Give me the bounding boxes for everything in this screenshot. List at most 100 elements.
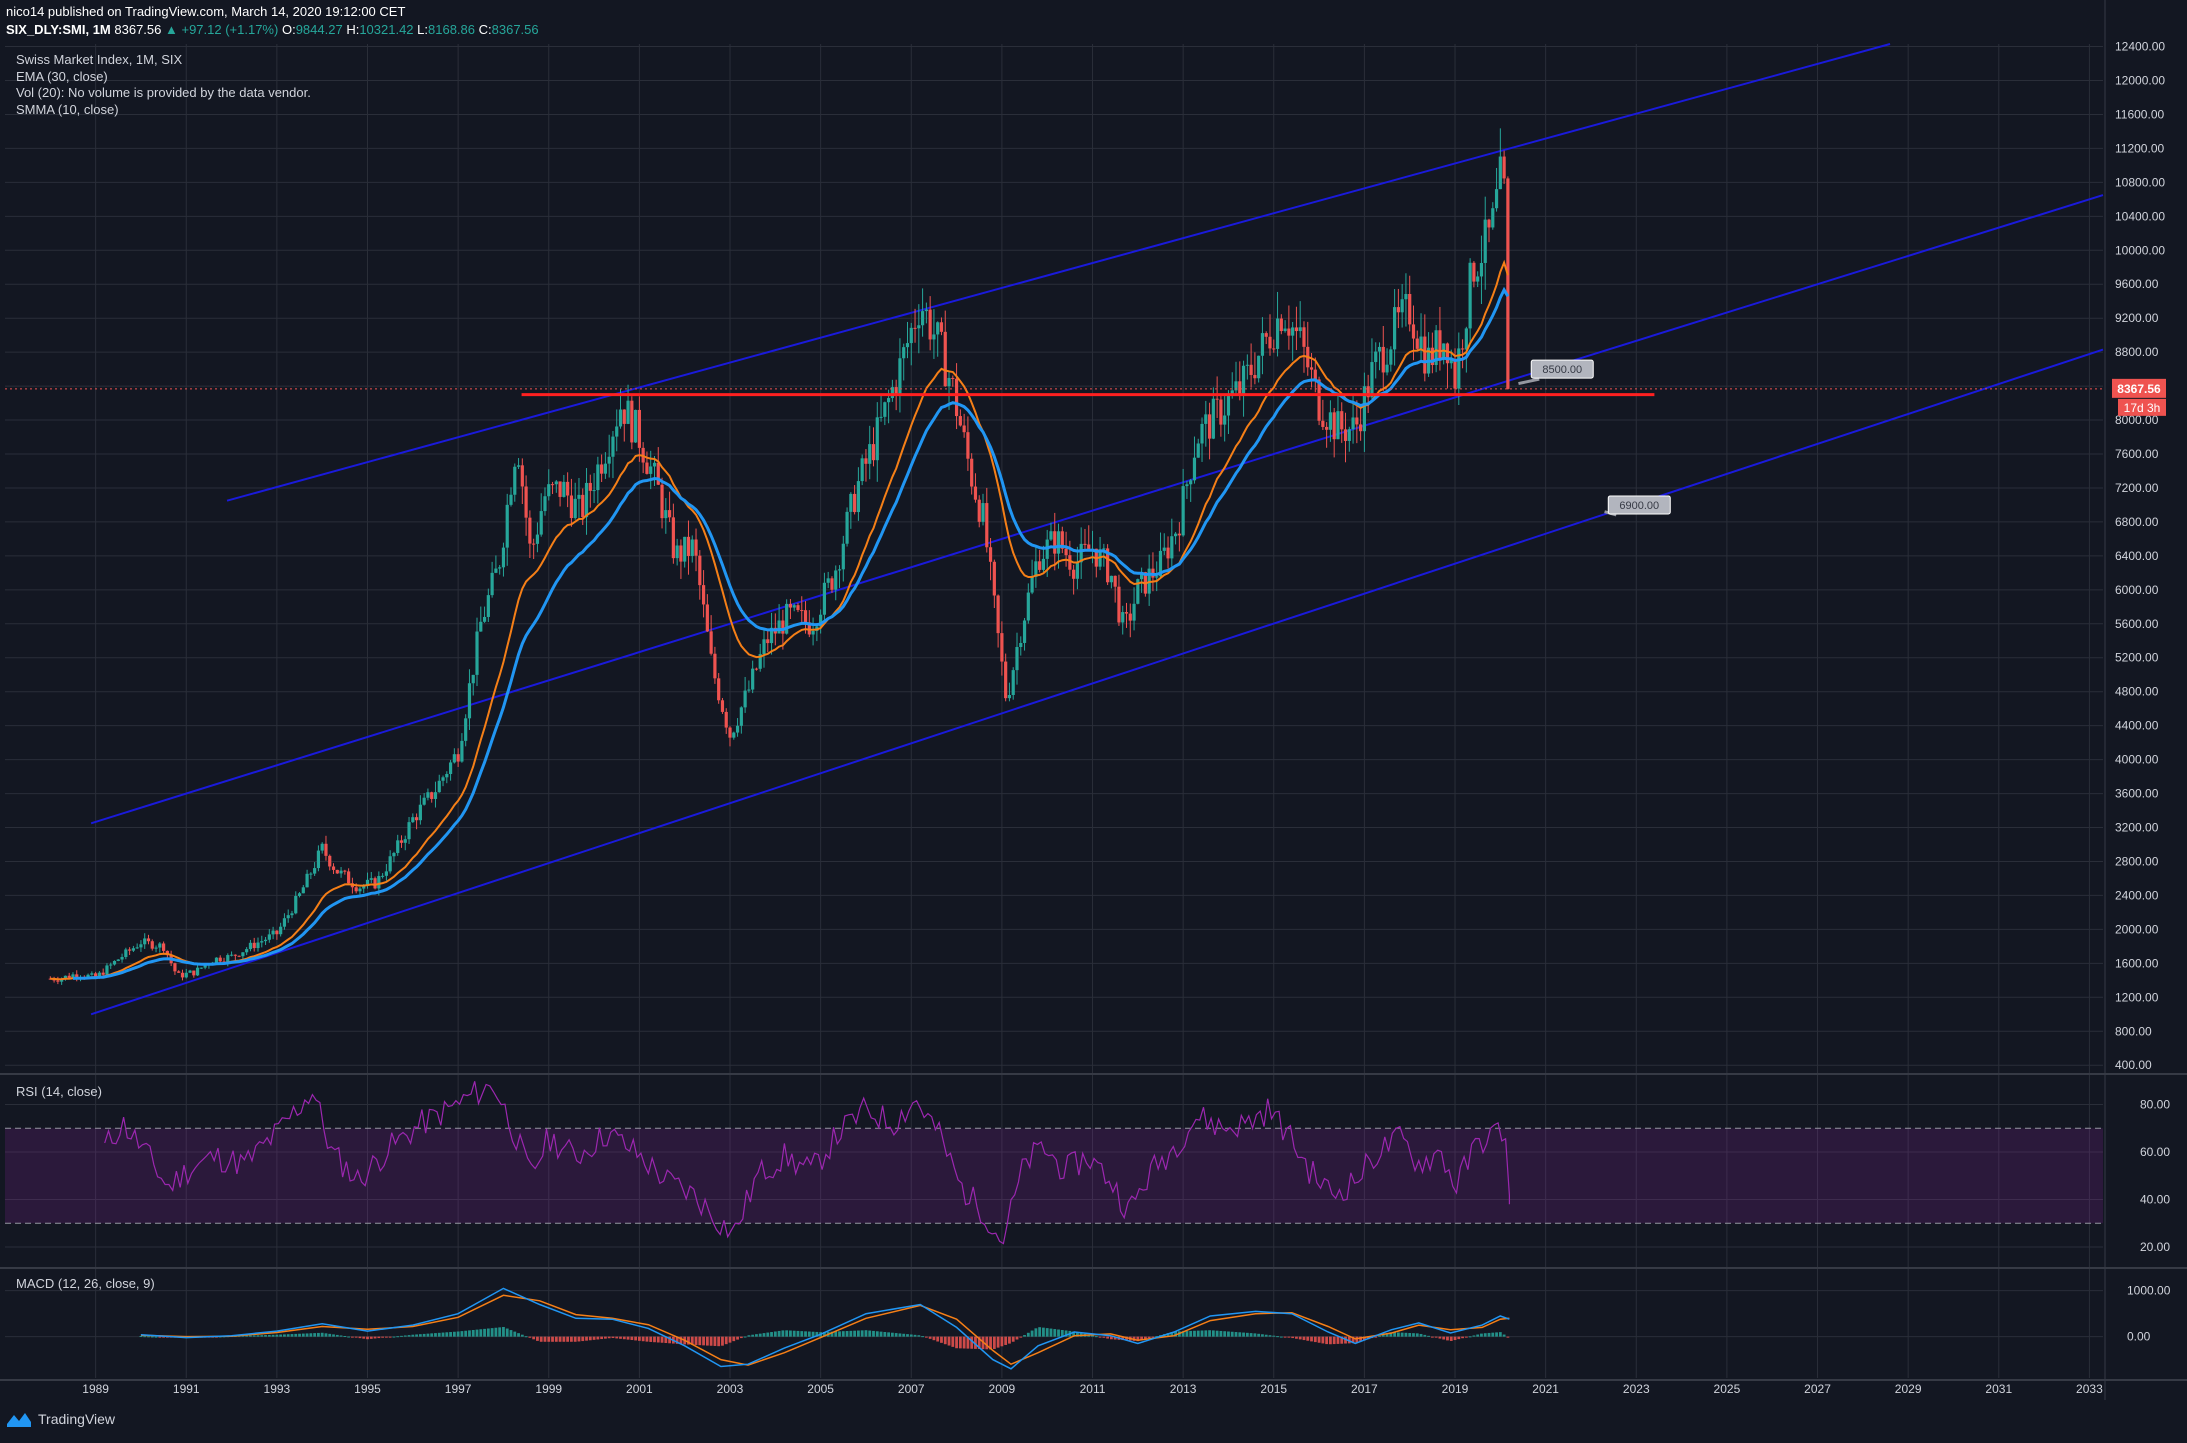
candle-body [97, 972, 102, 978]
macd-histogram-bar [1476, 1334, 1480, 1337]
legend-smma[interactable]: SMMA (10, close) [16, 101, 119, 117]
macd-histogram-bar [736, 1336, 739, 1340]
legend-title[interactable]: Swiss Market Index, 1M, SIX [16, 52, 183, 67]
macd-histogram-bar [1423, 1334, 1427, 1337]
macd-histogram-bar [328, 1333, 332, 1337]
macd-histogram-bar [1340, 1336, 1344, 1344]
candle-body [1309, 367, 1314, 370]
candle-body [1332, 412, 1336, 440]
macd-histogram-bar [509, 1330, 513, 1337]
candle-body [837, 569, 842, 571]
tradingview-brand[interactable]: TradingView [6, 1410, 115, 1428]
macd-histogram-bar [1064, 1330, 1068, 1337]
macd-histogram-bar [1193, 1330, 1196, 1337]
candle-body [871, 444, 876, 461]
candle-body [728, 727, 732, 738]
candle-body [558, 481, 562, 497]
rsi-title[interactable]: RSI (14, close) [16, 1084, 102, 1099]
macd-histogram-bar [743, 1336, 747, 1338]
macd-histogram-bar [241, 1335, 245, 1337]
candle-body [362, 885, 366, 889]
macd-histogram-bar [1415, 1333, 1419, 1337]
candle-body [777, 620, 781, 634]
price-axis-label: 3600.00 [2115, 787, 2159, 801]
macd-histogram-bar [162, 1336, 165, 1338]
candle-body [1253, 374, 1257, 379]
macd-histogram-bar [894, 1333, 898, 1337]
macd-histogram-bar [985, 1336, 989, 1350]
candle-body [513, 466, 517, 495]
channel-trend-line [90, 348, 2104, 1016]
candle-body [845, 511, 849, 544]
candle-body [1291, 327, 1295, 336]
candle-body [460, 740, 464, 762]
candle-body [192, 970, 196, 976]
rsi-line [104, 1081, 1510, 1245]
macd-histogram-bar [1302, 1336, 1306, 1341]
candle-body [939, 322, 944, 332]
macd-histogram-bar [1491, 1332, 1495, 1337]
macd-histogram-bar [483, 1328, 486, 1337]
low-value: 8168.86 [428, 22, 476, 37]
candle-body [1268, 336, 1272, 349]
price-change: ▲ +97.12 (+1.17%) [165, 22, 279, 37]
macd-histogram-bar [1034, 1328, 1038, 1337]
last-price-tag-box [2112, 378, 2166, 398]
macd-histogram-bar [445, 1332, 449, 1337]
symbol-label[interactable]: SIX_DLY:SMI, 1M [6, 22, 111, 37]
candle-body [747, 689, 751, 691]
legend-vol[interactable]: Vol (20): No volume is provided by the d… [16, 85, 311, 100]
candle-body [905, 343, 910, 348]
candle-body [988, 547, 993, 562]
candle-body [698, 555, 702, 586]
candle-body [1087, 544, 1091, 551]
macd-histogram-bar [875, 1331, 879, 1337]
candle-body [1317, 379, 1321, 421]
candle-body [309, 873, 313, 875]
macd-histogram-bar [267, 1334, 271, 1337]
macd-histogram-bar [622, 1336, 626, 1340]
macd-histogram-bar [1329, 1336, 1332, 1345]
tradingview-logo-icon [7, 1413, 31, 1427]
macd-histogram-bar [868, 1330, 872, 1337]
macd-histogram-bar [554, 1336, 558, 1342]
macd-histogram-bar [649, 1336, 653, 1342]
macd-histogram-bar [1004, 1336, 1008, 1345]
macd-histogram-bar [362, 1336, 366, 1339]
macd-histogram-bar [351, 1336, 354, 1338]
candle-body [158, 943, 162, 948]
candle-body [607, 456, 611, 464]
macd-histogram-bar [298, 1333, 301, 1337]
macd-histogram-bar [513, 1331, 517, 1337]
macd-histogram-bar [479, 1329, 483, 1337]
macd-histogram-bar [1136, 1336, 1140, 1342]
macd-histogram-bar [1019, 1336, 1023, 1338]
candle-body [146, 938, 151, 942]
macd-title[interactable]: MACD (12, 26, close, 9) [16, 1276, 155, 1291]
macd-histogram-bar [449, 1332, 452, 1337]
macd-histogram-bar [1461, 1336, 1464, 1339]
candle-body [486, 595, 490, 617]
candle-body [67, 975, 71, 978]
candle-body [1340, 411, 1344, 430]
candle-body [887, 398, 891, 403]
macd-histogram-bar [400, 1335, 403, 1337]
price-axis-label: 4800.00 [2115, 685, 2159, 699]
candle-body [335, 869, 339, 874]
price-axis-label: 6400.00 [2115, 549, 2159, 563]
legend-ema[interactable]: EMA (30, close) [16, 68, 108, 84]
candle-body [1064, 548, 1068, 556]
candle-body [1219, 399, 1223, 425]
macd-histogram-bar [294, 1333, 298, 1337]
macd-histogram-bar [430, 1333, 434, 1337]
macd-histogram-bar [532, 1336, 536, 1340]
candle-body [1241, 365, 1246, 394]
macd-histogram-bar [898, 1333, 902, 1337]
time-axis-label: 1997 [445, 1382, 472, 1396]
price-axis-label: 10400.00 [2115, 209, 2165, 223]
candle-body [807, 622, 811, 635]
macd-histogram-bar [1098, 1336, 1102, 1338]
macd-histogram-bar [932, 1336, 936, 1341]
